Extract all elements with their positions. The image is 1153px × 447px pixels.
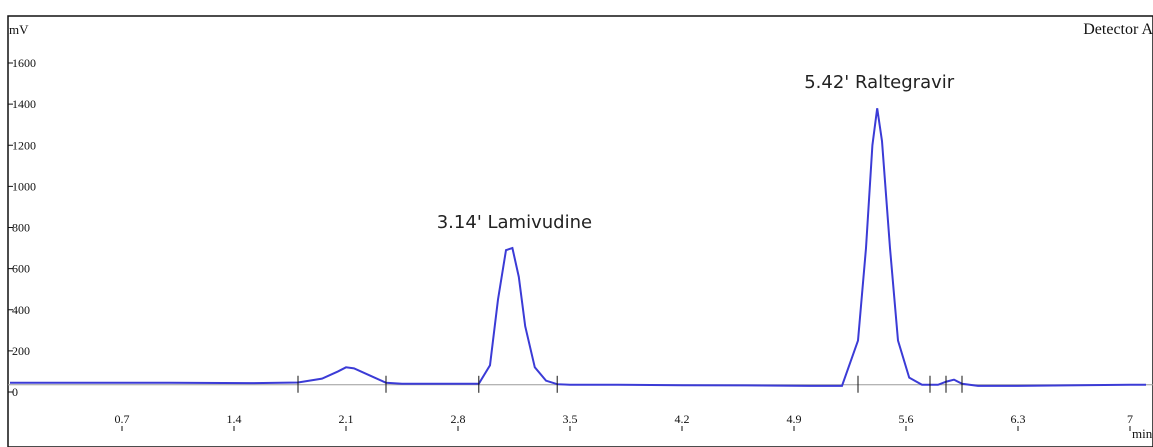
x-tick-label: 2.1 <box>339 412 354 426</box>
x-axis-unit-label: min <box>1132 426 1153 441</box>
y-tick-label: 1200 <box>12 138 36 152</box>
x-tick-label: 3.5 <box>563 412 578 426</box>
y-tick-label: 600 <box>12 262 30 276</box>
y-axis: 0 200 400 600 800 1000 1200 1400 1600 <box>8 56 36 399</box>
y-axis-unit-label: mV <box>9 22 29 37</box>
x-tick-label: 2.8 <box>451 412 466 426</box>
peak-label: 3.14' Lamivudine <box>437 212 592 233</box>
x-axis: 0.7 1.4 2.1 2.8 3.5 4.2 4.9 5.6 6.3 7 <box>115 412 1133 431</box>
detector-label: Detector A <box>1083 21 1153 38</box>
x-tick-label: 0.7 <box>115 412 130 426</box>
y-tick-label: 400 <box>12 303 30 317</box>
y-tick-label: 200 <box>12 344 30 358</box>
y-tick-label: 0 <box>12 385 18 399</box>
plot-frame <box>7 15 1153 447</box>
peak-labels: 3.14' Lamivudine 5.42' Raltegravir <box>437 72 955 233</box>
peak-label: 5.42' Raltegravir <box>804 72 955 93</box>
x-tick-label: 4.9 <box>787 412 802 426</box>
x-tick-label: 4.2 <box>675 412 690 426</box>
y-tick-label: 1000 <box>12 179 36 193</box>
x-tick-label: 5.6 <box>899 412 914 426</box>
y-tick-label: 1400 <box>12 97 36 111</box>
y-tick-label: 1600 <box>12 56 36 70</box>
x-tick-label: 6.3 <box>1011 412 1026 426</box>
x-tick-label: 7 <box>1127 412 1133 426</box>
y-tick-label: 800 <box>12 221 30 235</box>
x-tick-label: 1.4 <box>227 412 242 426</box>
chromatogram-trace <box>10 108 1146 387</box>
integration-markers <box>297 375 963 393</box>
